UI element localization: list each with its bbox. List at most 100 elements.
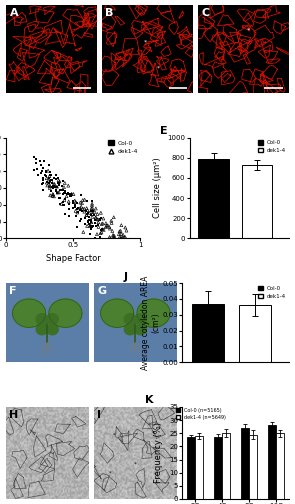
Point [50,192,55,200]
Point [66,181,71,190]
Point [93,234,97,242]
Legend: Col-0, dek1-4: Col-0, dek1-4 [258,140,286,153]
Point [52,180,57,188]
Point [63,187,67,196]
Text: F: F [9,286,17,295]
Point [94,214,98,222]
Point [34,159,39,167]
Point [57,179,61,187]
Point [96,218,101,226]
Point [84,211,89,219]
Point [57,181,61,190]
Point [107,223,112,231]
Point [65,190,69,198]
Point [119,234,124,242]
Point [93,219,98,227]
Point [90,210,95,218]
Point [54,183,59,191]
Point [55,182,59,191]
Point [60,190,65,198]
Point [69,190,74,198]
Bar [214,437,222,499]
Point [44,174,49,182]
Text: *: * [157,66,160,71]
Y-axis label: Cell size (µm²): Cell size (µm²) [153,158,162,218]
Point [66,205,71,213]
Point [88,216,93,224]
Point [59,200,64,208]
Point [89,205,94,213]
Polygon shape [47,313,58,325]
Point [54,185,58,194]
Point [80,207,85,215]
Bar [241,428,249,499]
Point [86,217,91,225]
Text: K: K [145,395,153,405]
Point [97,216,102,224]
Polygon shape [12,299,46,328]
Point [110,227,115,235]
Point [60,182,65,191]
Point [50,183,55,191]
Text: E: E [160,125,168,136]
Point [35,165,40,173]
Point [89,218,94,226]
Point [86,218,91,226]
Text: *: * [152,430,155,435]
Point [84,210,89,218]
Legend: Col-0, dek1-4: Col-0, dek1-4 [258,286,286,299]
Point [42,170,47,178]
Point [47,175,51,183]
Point [108,225,112,233]
Point [54,175,59,183]
Point [96,220,101,228]
Point [73,204,78,212]
Point [50,181,55,190]
Point [90,202,94,210]
Point [57,177,62,185]
Point [89,197,94,205]
Point [88,222,93,230]
Point [94,222,99,230]
Point [47,174,52,182]
Point [121,231,125,239]
Point [73,212,78,220]
Polygon shape [36,324,48,335]
Point [78,205,83,213]
Point [98,229,103,237]
Point [67,201,72,209]
Point [98,234,103,242]
Bar [239,305,271,362]
Point [62,183,66,191]
Point [90,208,94,216]
Point [88,221,93,229]
Point [75,223,80,231]
Bar [195,436,203,499]
Point [111,231,115,239]
Point [56,176,61,184]
Point [87,209,91,217]
Point [63,210,67,218]
Point [66,198,71,206]
Point [38,161,43,169]
Point [97,215,102,223]
Point [90,200,94,208]
Point [87,213,91,221]
Point [48,171,53,179]
Polygon shape [124,324,136,335]
Point [83,207,88,215]
Polygon shape [124,313,136,325]
Point [95,210,100,218]
Point [83,214,87,222]
Point [45,181,50,190]
Point [41,157,46,165]
Point [109,217,114,225]
Bar [249,434,257,499]
Point [64,192,69,200]
Point [53,187,58,195]
Polygon shape [47,324,58,335]
Point [48,168,53,176]
Point [57,200,62,208]
Point [117,230,121,238]
Point [74,199,79,207]
